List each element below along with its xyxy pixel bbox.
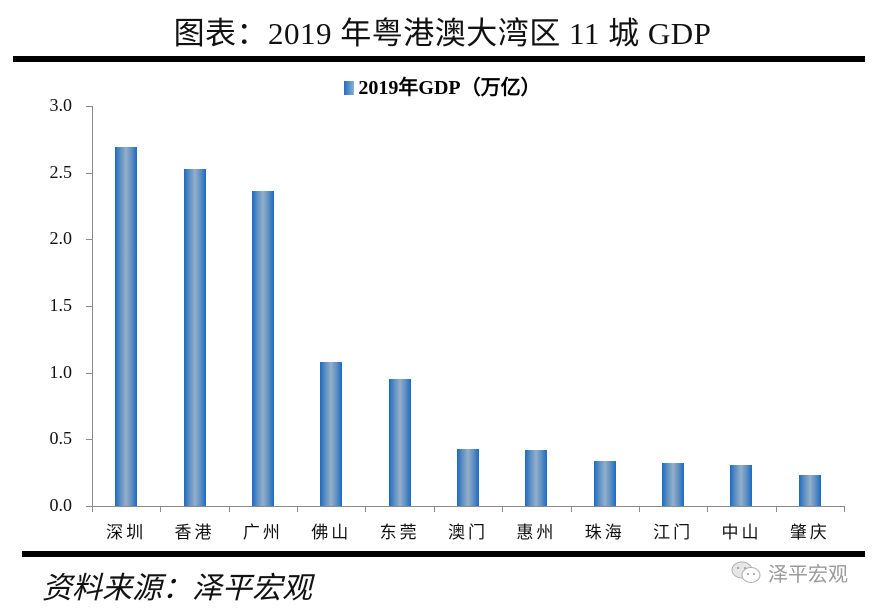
x-category-label: 珠海 [584,523,625,543]
x-category-label: 东莞 [379,523,420,543]
top-divider [13,56,865,62]
bar-4 [388,379,411,506]
bar-0 [115,147,138,506]
y-tick [86,306,92,307]
y-tick [86,372,92,374]
x-tick [707,506,709,512]
x-category-label: 佛山 [311,523,352,543]
x-tick [433,506,435,512]
y-tick [86,239,92,241]
y-tick-label: 1.5 [49,295,73,315]
x-tick [570,506,572,512]
y-tick-label: 0.5 [49,428,73,449]
legend-swatch-icon [344,81,355,95]
x-category-label: 广州 [242,523,283,543]
watermark: 泽平宏观 [730,558,848,587]
bar-3 [320,362,343,506]
bar-8 [662,463,685,506]
y-tick [86,106,92,107]
x-axis [92,506,844,507]
legend-label: 2019年GDP（万亿） [358,77,541,99]
x-tick [297,506,299,512]
x-tick [92,506,93,512]
y-tick-label: 1.0 [49,361,73,382]
y-tick [86,172,92,174]
bar-1 [183,168,206,506]
x-tick [844,506,845,512]
x-category-label: 中山 [721,523,762,543]
y-tick [86,506,92,507]
wechat-icon [730,560,764,586]
y-axis [92,106,93,508]
y-tick-label: 0.0 [49,495,73,515]
x-tick [775,506,777,512]
chart-title: 图表：2019 年粤港澳大湾区 11 城 GDP [173,16,712,51]
bar-10 [798,475,821,506]
source-note: 资料来源：泽平宏观 [42,571,312,606]
chart-legend: 2019年GDP（万亿） [0,71,885,100]
x-category-label: 惠州 [516,523,557,543]
y-tick [86,439,92,441]
y-tick-label: 3.0 [49,95,73,115]
x-category-label: 肇庆 [789,523,830,543]
x-category-label: 澳门 [448,523,488,543]
bar-6 [525,450,548,506]
x-tick [502,506,504,512]
x-tick [638,506,640,512]
bottom-divider [22,551,865,557]
y-tick-label: 2.0 [49,228,73,249]
x-category-label: 深圳 [106,523,147,543]
y-tick-label: 2.5 [49,161,73,182]
x-tick [160,506,162,512]
x-category-label: 香港 [174,523,215,543]
bar-2 [251,191,274,506]
x-tick [365,506,367,512]
x-tick [228,506,230,512]
x-category-label: 江门 [653,523,694,543]
bar-7 [593,460,616,506]
bar-9 [730,464,753,506]
watermark-text: 泽平宏观 [768,562,848,586]
bar-5 [457,448,479,506]
